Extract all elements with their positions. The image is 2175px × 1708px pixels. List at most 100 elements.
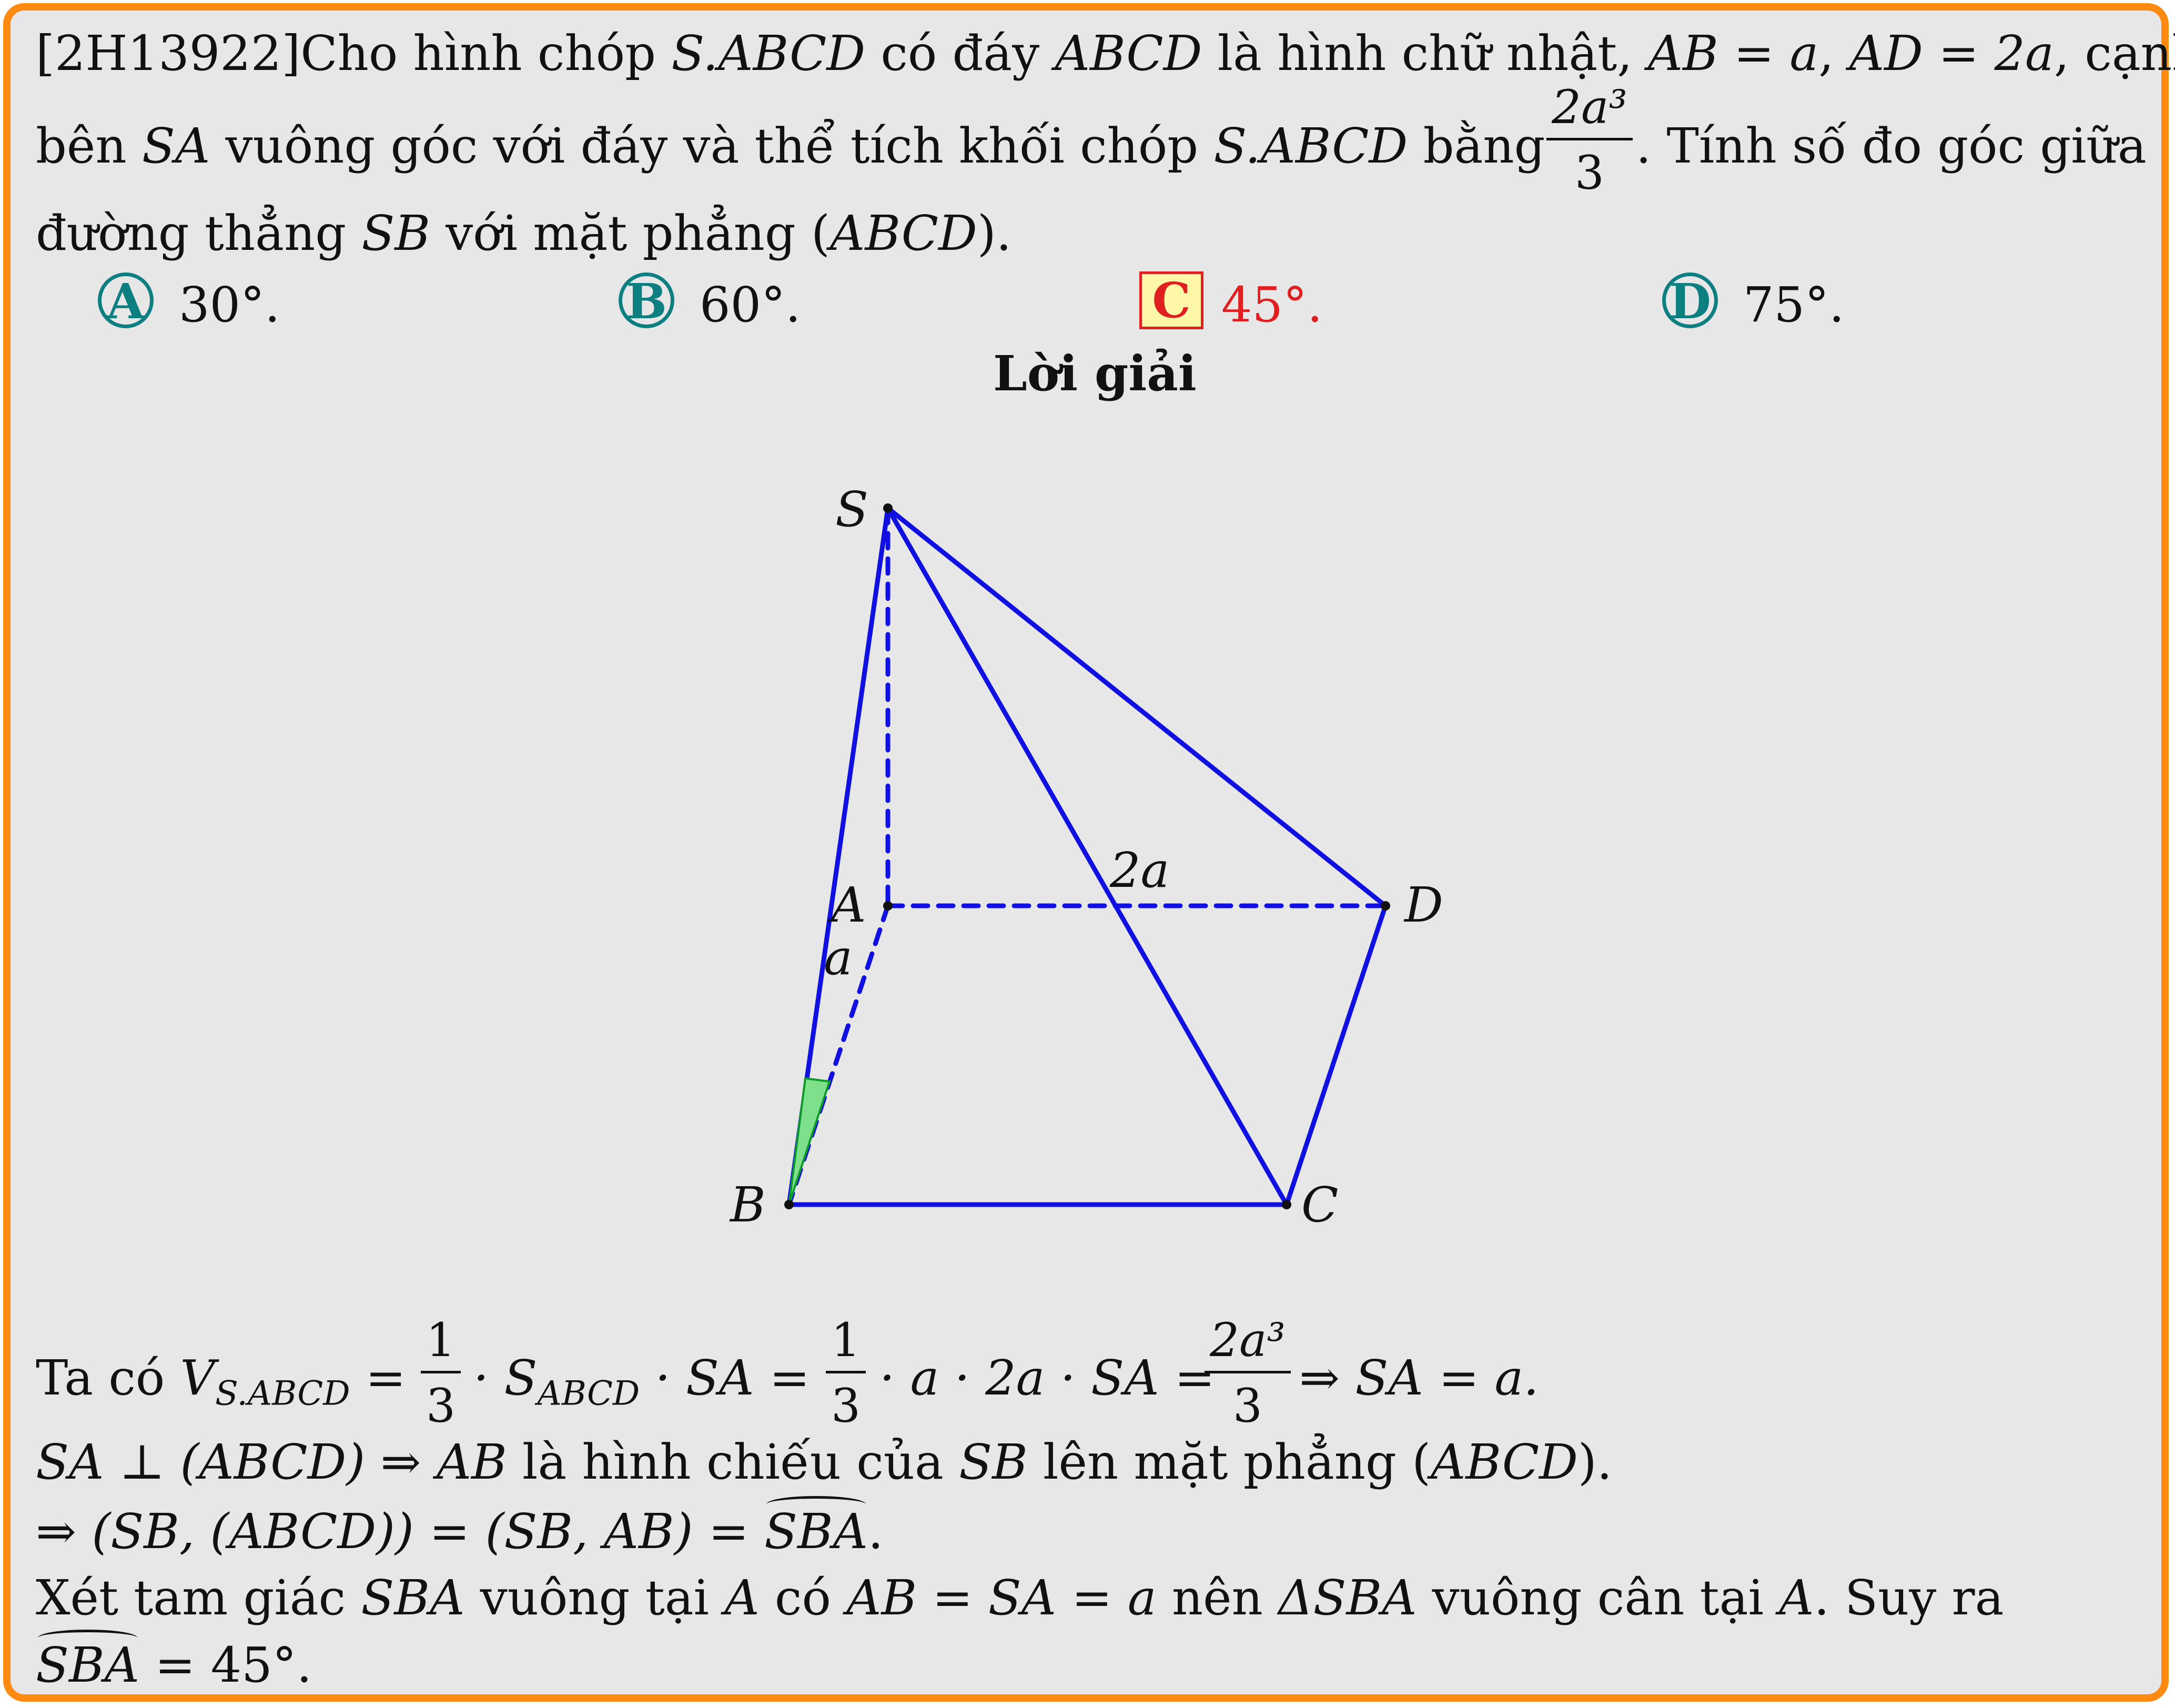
problem-text: . Tính số đo góc giữa	[1636, 118, 2147, 174]
point-a	[883, 901, 893, 911]
option-c-value: 45°.	[1221, 277, 1323, 333]
solution-text: · a · 2a · SA =	[879, 1350, 1215, 1406]
solution-text: . Suy ra	[1814, 1570, 2004, 1626]
solution-text: nên	[1156, 1570, 1279, 1626]
math-sb: SB	[959, 1434, 1028, 1490]
option-c-marker-correct[interactable]: C	[1139, 271, 1203, 329]
label-c: C	[1301, 1177, 1338, 1233]
fraction-denominator: 3	[1574, 146, 1604, 200]
math-base: ABCD	[1055, 25, 1202, 82]
math-volume: V	[180, 1350, 215, 1406]
fraction-one-third-1: 1 3	[421, 1317, 461, 1429]
solution-text: · S	[473, 1350, 538, 1406]
solution-heading: Lời giải	[993, 345, 1197, 402]
label-a: A	[827, 877, 866, 933]
solution-line-2: SA ⊥ (ABCD) ⇒ AB là hình chiếu của SB lê…	[36, 1438, 1612, 1487]
fraction-numerator: 1	[421, 1317, 461, 1373]
math-triangle: ΔSBA	[1278, 1570, 1417, 1626]
math-sb: SB	[361, 205, 431, 261]
point-s	[883, 503, 893, 513]
math-point-a: A	[724, 1570, 760, 1626]
fraction-denominator: 3	[426, 1379, 456, 1433]
solution-text: vuông tại	[464, 1570, 725, 1626]
problem-text: bên	[36, 118, 142, 174]
problem-text: là hình chữ nhật,	[1202, 25, 1648, 82]
volume-fraction: 2a³ 3	[1546, 84, 1633, 196]
math-angle-sba: SBA	[764, 1496, 868, 1560]
solution-text: là hình chiếu của	[507, 1434, 959, 1490]
point-b	[784, 1200, 794, 1209]
label-s: S	[835, 481, 868, 538]
solution-text: =	[350, 1350, 406, 1406]
problem-line-3: đường thẳng SB với mặt phẳng (ABCD).	[36, 209, 1011, 258]
problem-text: với mặt phẳng (	[430, 205, 830, 261]
solution-line-4: Xét tam giác SBA vuông tại A có AB = SA …	[36, 1574, 2004, 1622]
solution-text: .	[868, 1503, 884, 1560]
fraction-one-third-2: 1 3	[826, 1317, 866, 1429]
label-d: D	[1403, 877, 1443, 933]
solution-line-3: ⇒ (SB, (ABCD)) = (SB, AB) = SBA.	[36, 1496, 883, 1560]
edge-sd	[885, 506, 1388, 908]
fraction-numerator: 2a³	[1205, 1317, 1291, 1373]
math-equal-sides: AB = SA = a	[846, 1570, 1157, 1626]
problem-text: đường thẳng	[36, 205, 362, 261]
problem-text: bằng	[1408, 118, 1545, 174]
problem-text: , cạnh	[2053, 25, 2175, 82]
label-ad-length: 2a	[1109, 842, 1169, 898]
angle-sba-marker	[788, 1077, 831, 1205]
math-sa: SA	[141, 118, 210, 174]
edge-sc	[885, 506, 1289, 1207]
math-point-a: A	[1779, 1570, 1814, 1626]
solution-text: có	[759, 1570, 847, 1626]
solution-line-5: SBA = 45°.	[36, 1630, 312, 1693]
problem-text: ,	[1818, 25, 1849, 82]
solution-text: · SA =	[640, 1350, 810, 1406]
math-ad: AD = 2a	[1849, 25, 2054, 82]
edge-cd	[1284, 903, 1388, 1207]
solution-line-1a: Ta có VS.ABCD =	[36, 1354, 406, 1413]
math-subscript: S.ABCD	[215, 1374, 350, 1413]
option-b-value: 60°.	[700, 277, 801, 333]
option-a-marker[interactable]: A	[98, 272, 154, 328]
solution-text: ⇒ SA = a.	[1299, 1350, 1539, 1406]
label-b: B	[729, 1177, 766, 1233]
fraction-numerator: 1	[826, 1317, 866, 1373]
math-perpendicular: SA ⊥ (ABCD) ⇒ AB	[36, 1434, 507, 1490]
solution-text: ).	[1577, 1434, 1613, 1490]
solution-text: Xét tam giác	[36, 1570, 361, 1626]
problem-text: Cho hình chóp	[300, 25, 672, 82]
solution-text: ⇒ (SB, (ABCD)) = (SB, AB) =	[36, 1503, 765, 1560]
solution-line-1c: · a · 2a · SA =	[879, 1354, 1215, 1402]
math-ab: AB = a	[1647, 25, 1819, 82]
problem-text: có đáy	[865, 25, 1055, 82]
solution-line-1d: ⇒ SA = a.	[1299, 1354, 1539, 1402]
math-triangle: SBA	[361, 1570, 465, 1626]
solution-text: = 45°.	[139, 1637, 312, 1693]
fraction-volume: 2a³ 3	[1205, 1317, 1291, 1429]
solution-text: lên mặt phẳng (	[1027, 1434, 1431, 1490]
fraction-numerator: 2a³	[1546, 84, 1633, 140]
option-a-value: 30°.	[179, 277, 280, 333]
fraction-denominator: 3	[831, 1379, 861, 1433]
problem-line-1: [2H13922]Cho hình chóp S.ABCD có đáy ABC…	[36, 29, 2175, 78]
problem-text: ).	[977, 205, 1011, 261]
math-pyramid: S.ABCD	[1213, 118, 1408, 174]
solution-text: vuông cân tại	[1417, 1570, 1779, 1626]
option-d-value: 75°.	[1743, 277, 1845, 333]
problem-code: [2H13922]	[36, 25, 301, 82]
fraction-denominator: 3	[1232, 1379, 1262, 1433]
option-d-marker[interactable]: D	[1662, 272, 1718, 328]
solution-text: Ta có	[36, 1350, 180, 1406]
option-b-marker[interactable]: B	[619, 272, 674, 328]
point-c	[1282, 1200, 1291, 1209]
math-base: ABCD	[829, 205, 977, 261]
solution-line-1b: · SABCD · SA =	[473, 1354, 810, 1413]
problem-text: vuông góc với đáy và thể tích khối chóp	[210, 118, 1214, 174]
math-subscript: ABCD	[537, 1374, 640, 1413]
problem-line-2-end: . Tính số đo góc giữa	[1636, 122, 2147, 170]
label-ab-length: a	[824, 929, 853, 986]
math-angle-sba: SBA	[36, 1630, 140, 1693]
math-pyramid: S.ABCD	[671, 25, 866, 82]
point-d	[1381, 901, 1390, 911]
